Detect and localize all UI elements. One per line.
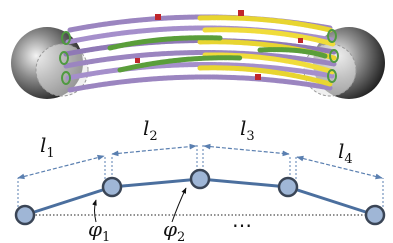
symbol: φ [88,217,102,241]
segment-label: l4 [338,139,353,167]
segment-label: l2 [143,116,158,144]
beads [16,170,384,224]
ellipsis: ⋯ [232,213,252,237]
subscript: 4 [344,152,352,167]
symbol: φ [163,217,177,241]
filaments [66,17,334,90]
subscript: 1 [102,230,110,243]
segment-label: l3 [240,116,255,144]
page: l1 l2 l3 l4 φ1 φ2 ⋯ (() => { const data … [0,0,393,243]
angle-label: φ1 [88,217,110,243]
subscript: 2 [149,129,157,144]
subscript: 2 [177,230,185,243]
subscript: 3 [246,129,254,144]
illustration [11,10,385,99]
segment-label: l1 [40,133,55,161]
angle-label: φ2 [163,217,185,243]
chain: l1 l2 l3 l4 φ1 φ2 ⋯ [16,116,384,243]
figure: l1 l2 l3 l4 φ1 φ2 ⋯ [0,0,393,243]
subscript: 1 [46,146,54,161]
